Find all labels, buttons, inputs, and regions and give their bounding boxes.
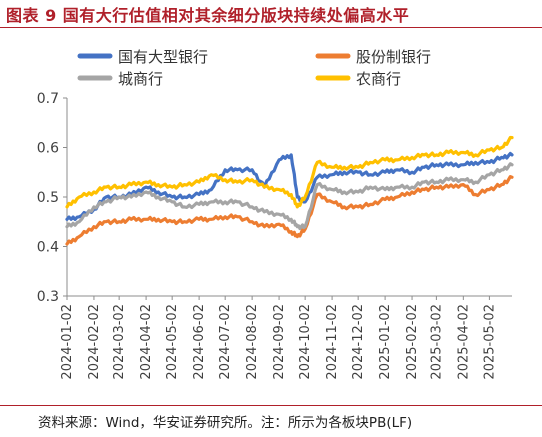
x-tick-label: 2025-04-02 [456,304,471,380]
x-tick-label: 2024-03-02 [112,304,127,380]
bottom-divider [0,405,542,406]
x-tick-label: 2024-12-02 [351,304,366,380]
chart-container: 国有大型银行 股份制银行城商行 农商行 0.3 0.4 0.5 0.6 0.7 2024-0… [0,30,542,402]
x-tick-label: 2025-03-02 [429,304,444,380]
x-tick-label: 2024-02-02 [87,304,102,380]
series-line [65,175,514,246]
x-tick-label: 2024-07-02 [218,304,233,380]
x-tick-label: 2024-08-02 [245,304,260,380]
title-divider [0,27,542,28]
y-tick-label: 0.5 [37,190,59,206]
x-tick-label: 2025-02-02 [405,304,420,380]
x-tick-label: 2024-04-02 [139,304,154,380]
y-tick-label: 0.7 [37,91,59,107]
legend-item: 城商行 [77,70,163,88]
legend-item: 国有大型银行 [77,48,208,66]
legend-label: 股份制银行 [356,48,431,66]
x-tick-label: 2024-11-02 [325,304,340,380]
legend-item: 农商行 [315,70,401,88]
series-lines [65,135,514,246]
y-axis: 0.3 0.4 0.5 0.6 0.7 [37,91,68,305]
x-tick-label: 2025-01-02 [378,304,393,380]
series-line [65,162,514,231]
x-axis: 2024-01-02 2024-02-02 2024-03-02 2024-04-02… [60,295,512,380]
series-line [65,151,514,221]
x-tick-label: 2024-10-02 [298,304,313,380]
x-tick-label: 2024-06-02 [192,304,207,380]
y-tick-label: 0.4 [37,240,59,256]
x-tick-label: 2024-01-02 [60,304,75,380]
x-tick-label: 2024-09-02 [272,304,287,380]
legend-label: 国有大型银行 [118,48,208,66]
legend-label: 农商行 [356,70,401,88]
figure-title: 图表 9 国有大行估值相对其余细分版块持续处偏高水平 [6,6,410,25]
x-tick-label: 2025-05-02 [482,304,497,380]
x-tick-label: 2024-05-02 [165,304,180,380]
legend-item: 股份制银行 [315,48,431,66]
source-note: 资料来源：Wind，华安证券研究所。注：所示为各板块PB(LF) [38,415,413,431]
y-tick-label: 0.3 [37,289,59,305]
legend-label: 城商行 [118,70,163,88]
series-line [65,135,514,209]
y-tick-label: 0.6 [37,141,59,157]
